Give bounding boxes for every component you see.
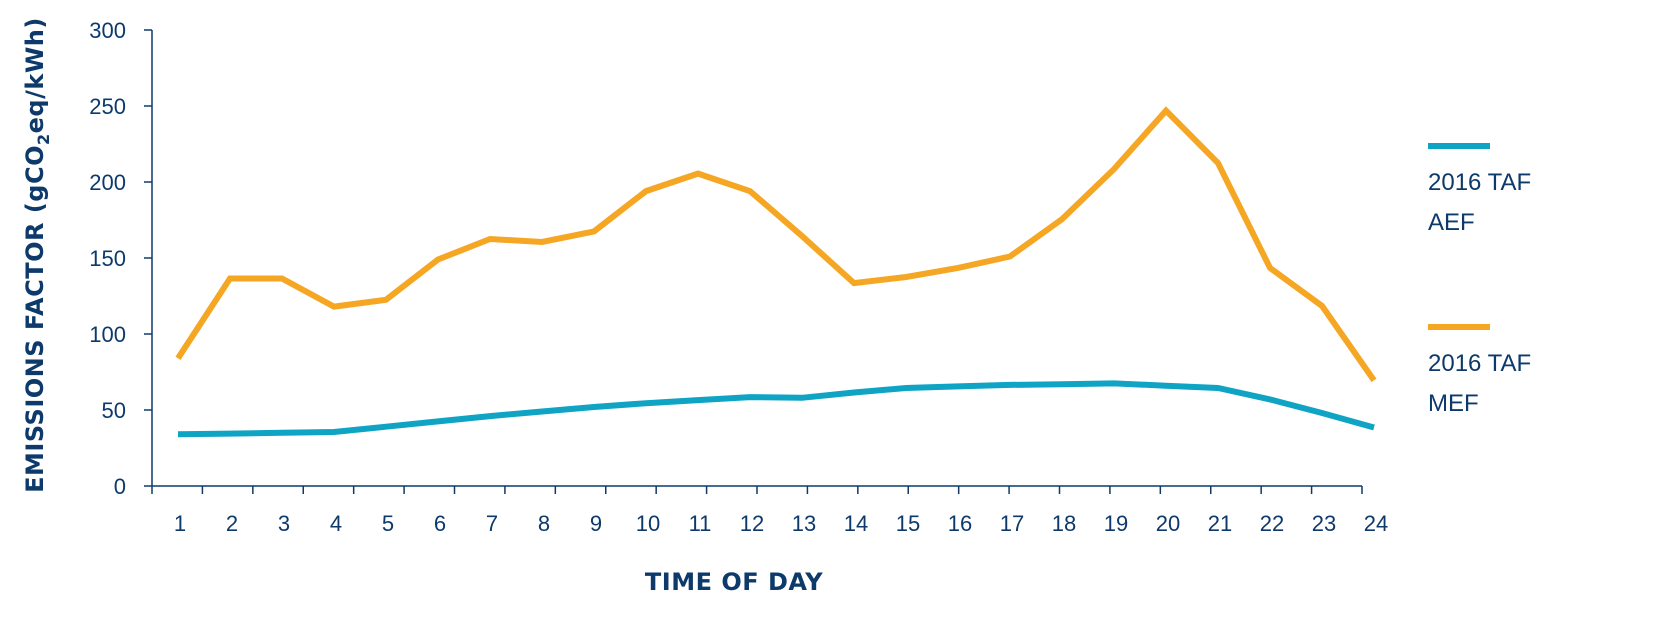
y-tick-label: 250 [89, 94, 126, 119]
x-axis-title: TIME OF DAY [645, 568, 823, 596]
legend: 2016 TAF AEF 2016 TAF MEF [1428, 143, 1531, 417]
x-tick-label: 17 [1000, 511, 1024, 536]
y-tick-label: 300 [89, 18, 126, 43]
y-tick-label: 50 [102, 398, 126, 423]
x-tick-label: 10 [636, 511, 660, 536]
y-axis-title-part-1: EMISSIONS FACTOR (gCO [21, 145, 49, 493]
x-tick-label: 3 [278, 511, 290, 536]
x-tick-label: 21 [1208, 511, 1232, 536]
x-tick-label: 9 [590, 511, 602, 536]
x-tick-label: 12 [740, 511, 764, 536]
x-tick-label: 15 [896, 511, 920, 536]
x-tick-label: 4 [330, 511, 342, 536]
series-line-2 [175, 106, 1377, 383]
x-tick-label: 8 [538, 511, 550, 536]
y-tick-label: 0 [114, 474, 126, 499]
y-axis-title-subscript: 2 [34, 133, 53, 145]
y-axis-title: EMISSIONS FACTOR (gCO2eq/kWh) [21, 17, 53, 493]
x-tick-label: 18 [1052, 511, 1076, 536]
series-layer [175, 106, 1377, 438]
x-tick-label: 22 [1260, 511, 1284, 536]
x-tick-label: 5 [382, 511, 394, 536]
x-tick-label: 2 [226, 511, 238, 536]
x-tick-label: 16 [948, 511, 972, 536]
y-tick-label: 200 [89, 170, 126, 195]
x-tick-label: 14 [844, 511, 868, 536]
legend-label: 2016 TAF [1428, 350, 1531, 377]
series-line-1 [177, 380, 1375, 438]
legend-label: MEF [1428, 390, 1479, 417]
x-tick-label: 11 [689, 511, 712, 536]
svg-text:EMISSIONS FACTOR (gCO2eq/kWh): EMISSIONS FACTOR (gCO2eq/kWh) [21, 17, 53, 493]
x-tick-label: 13 [792, 511, 816, 536]
legend-label: AEF [1428, 209, 1475, 236]
y-tick-label: 150 [89, 246, 126, 271]
x-tick-label: 20 [1156, 511, 1180, 536]
x-tick-label: 19 [1104, 511, 1128, 536]
y-tick-label: 100 [89, 322, 126, 347]
x-tick-label: 6 [434, 511, 446, 536]
x-tick-label: 24 [1364, 511, 1388, 536]
y-axis-title-part-2: eq/kWh) [21, 17, 49, 133]
x-tick-label: 23 [1312, 511, 1336, 536]
legend-label: 2016 TAF [1428, 169, 1531, 196]
x-tick-label: 7 [486, 511, 498, 536]
x-tick-label: 1 [174, 511, 186, 536]
